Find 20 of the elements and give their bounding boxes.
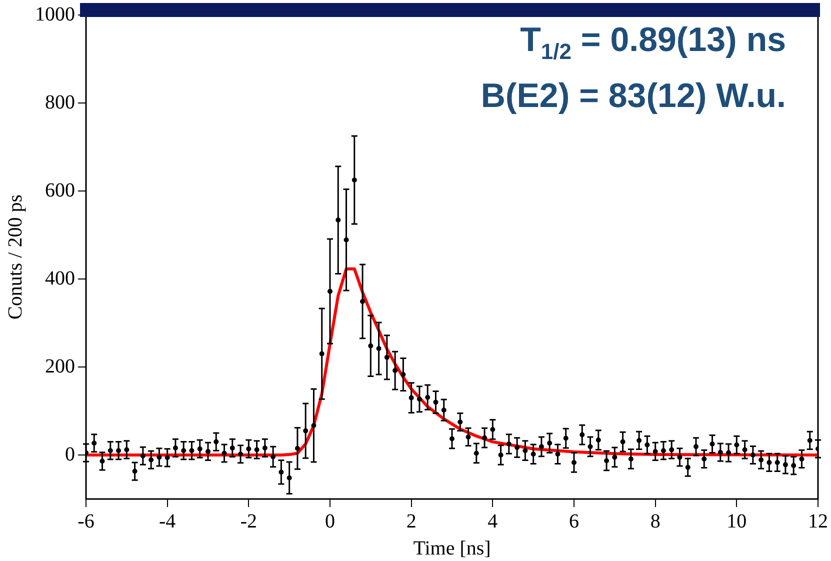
x-tick-label: 6 xyxy=(569,510,579,532)
x-tick-label: 4 xyxy=(488,510,498,532)
x-axis-title: Time [ns] xyxy=(413,537,491,560)
y-tick-label: 1000 xyxy=(35,3,75,26)
x-tick-label: 0 xyxy=(325,510,335,532)
x-tick-label: -6 xyxy=(78,510,94,532)
annotation: T$_{1/2}$ = 0.89(13) ns xyxy=(519,20,786,66)
x-tick-label: -2 xyxy=(240,510,258,532)
y-tick-label: 800 xyxy=(45,91,75,114)
x-tick-label: -4 xyxy=(158,510,176,532)
x-tick-label: 12 xyxy=(808,510,828,532)
x-tick-label: 2 xyxy=(406,510,416,532)
x-tick-label: 8 xyxy=(650,510,660,532)
y-tick-label: 400 xyxy=(45,267,75,290)
y-tick-label: 600 xyxy=(45,179,75,202)
y-tick-label: 200 xyxy=(45,355,75,378)
annotation: B(E2) = 83(12) W.u. xyxy=(480,76,786,117)
y-tick-label: 0 xyxy=(65,443,75,466)
y-axis-title: Conuts / 200 ps xyxy=(4,194,26,320)
x-tick-label: 10 xyxy=(726,510,747,532)
